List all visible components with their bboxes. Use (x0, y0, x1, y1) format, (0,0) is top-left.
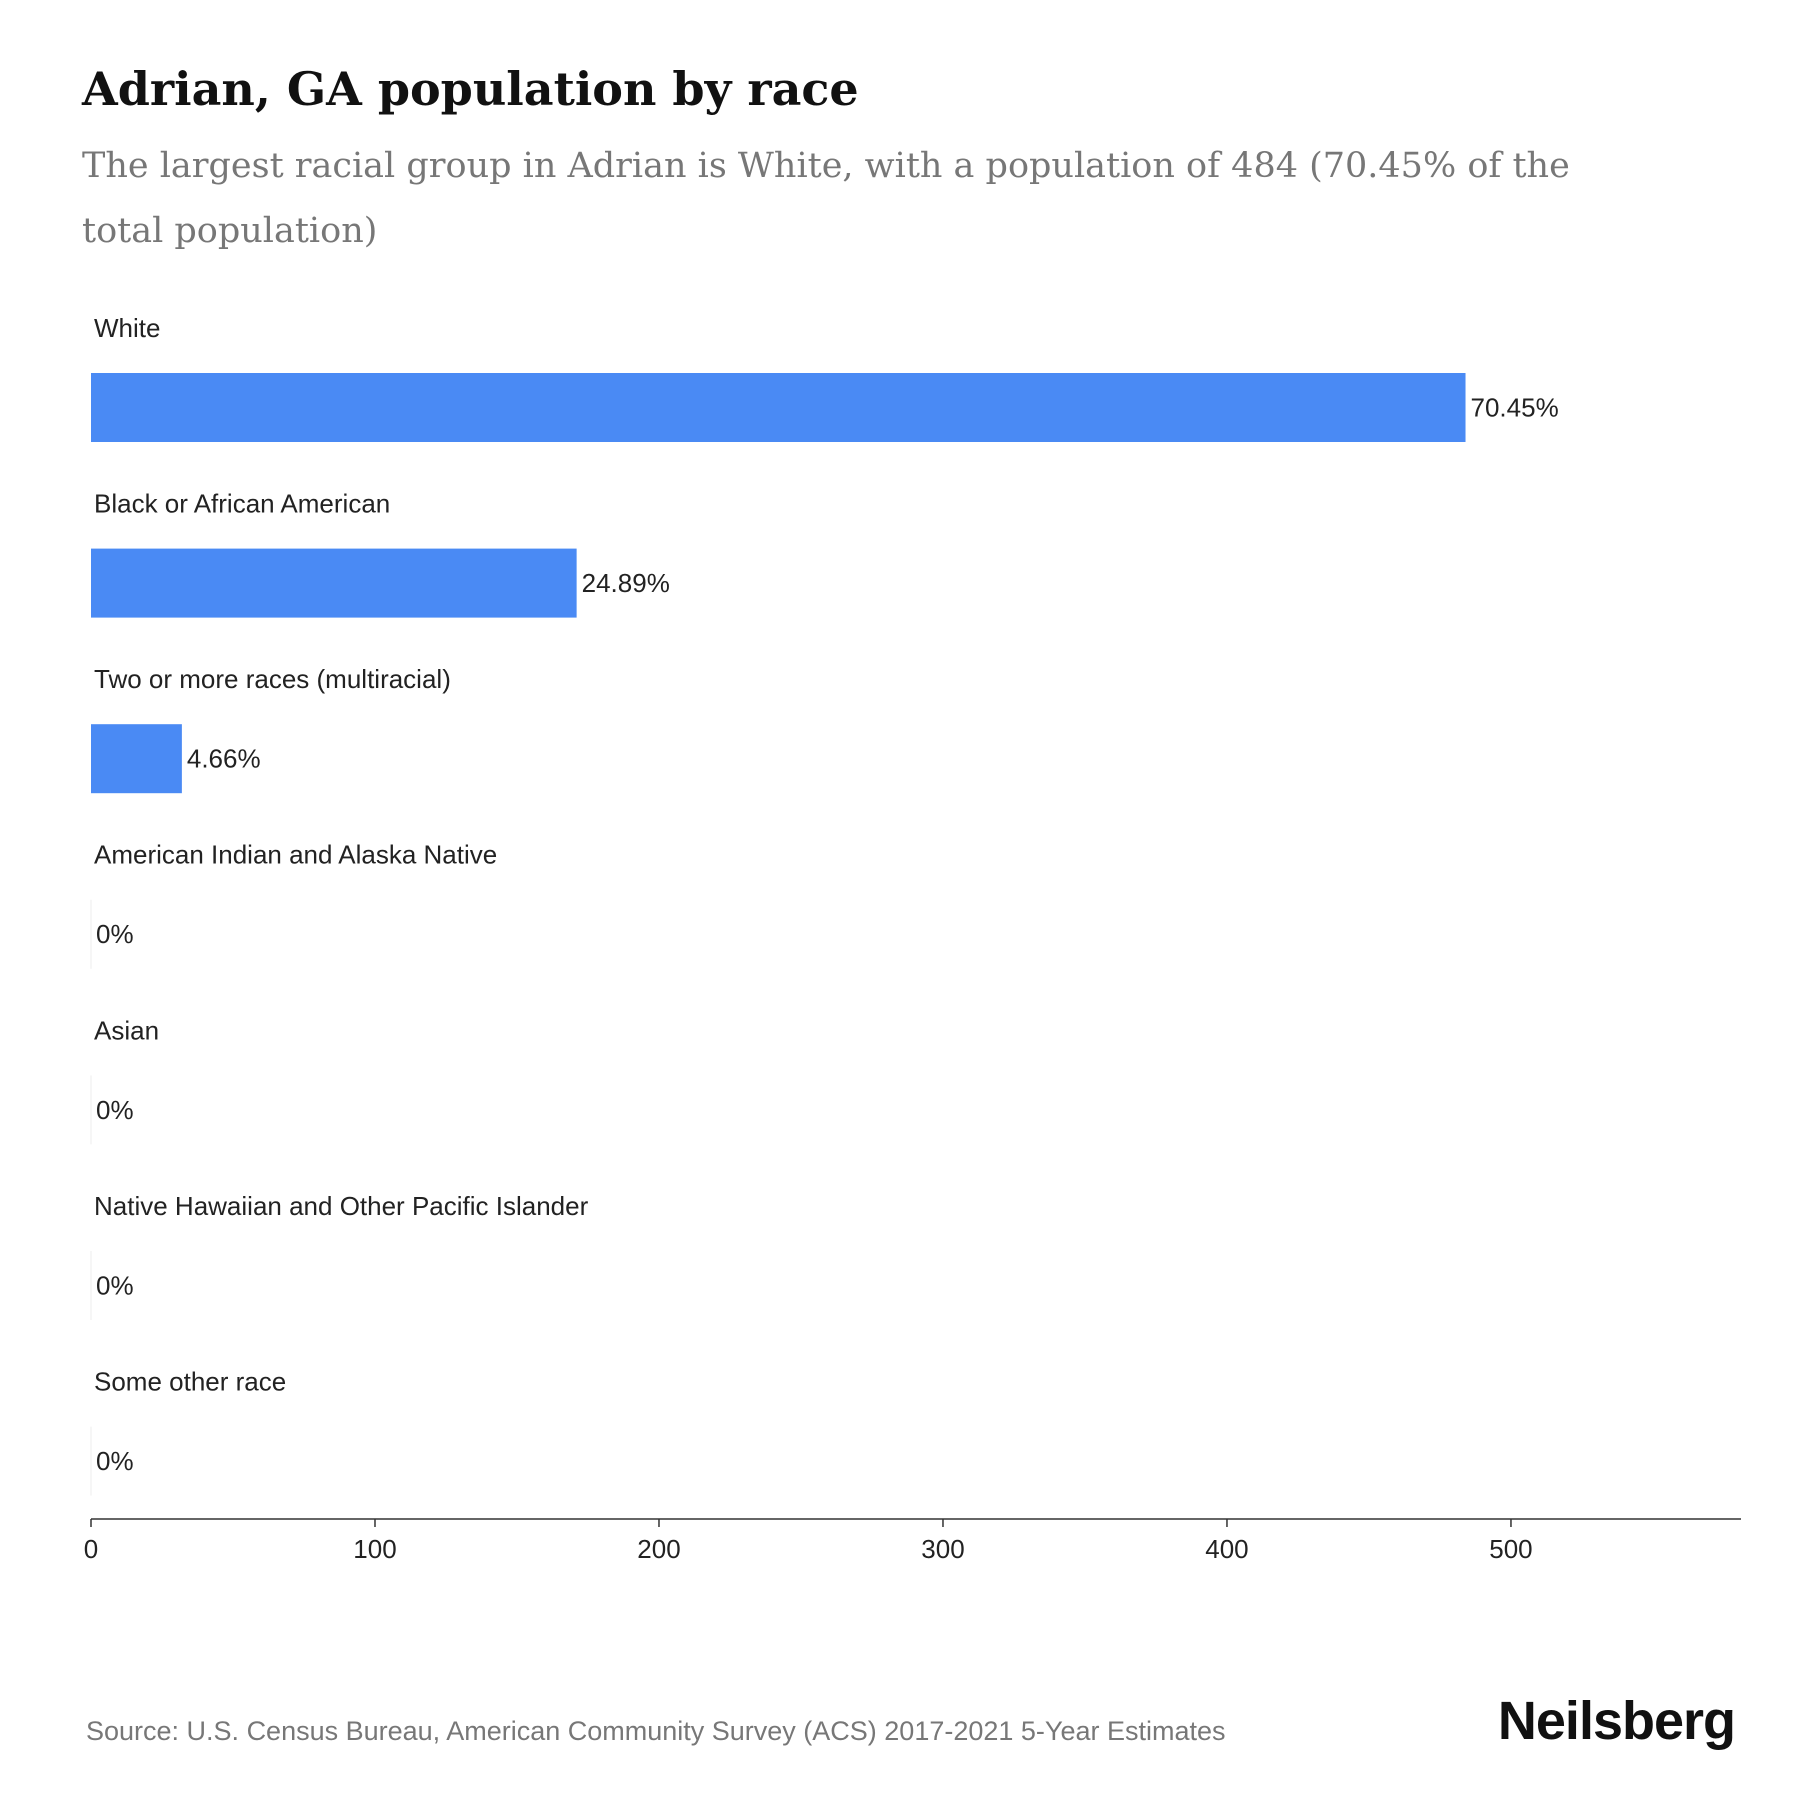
chart-subtitle: The largest racial group in Adrian is Wh… (82, 146, 1570, 251)
x-tick-label: 100 (353, 1534, 396, 1564)
x-tick-label: 0 (84, 1534, 98, 1564)
value-label: 4.66% (187, 744, 261, 774)
category-label: Some other race (94, 1366, 286, 1396)
x-tick-label: 200 (637, 1534, 680, 1564)
source: Source: U.S. Census Bureau, American Com… (86, 1716, 1226, 1746)
category-label: Black or African American (94, 488, 390, 518)
chart-title: Adrian, GA population by race (82, 62, 859, 116)
x-tick-label: 400 (1205, 1534, 1248, 1564)
category-label: Native Hawaiian and Other Pacific Island… (94, 1191, 589, 1221)
chart: 0 100 200 300 400 500 White 70.45% Black or Afri… (84, 313, 1741, 1564)
category-label: American Indian and Alaska Native (94, 840, 497, 870)
value-label: 0% (96, 1446, 134, 1476)
category-label: White (94, 313, 160, 343)
category-label: Two or more races (multiracial) (94, 664, 451, 694)
x-tick-label: 500 (1489, 1534, 1532, 1564)
bar (91, 548, 577, 618)
x-tick-label: 300 (921, 1534, 964, 1564)
value-label: 0% (96, 919, 134, 949)
brand-logo: Neilsberg (1497, 1691, 1736, 1751)
value-label: 70.45% (1471, 392, 1559, 422)
category-label: Asian (94, 1015, 159, 1045)
value-label: 0% (96, 1270, 134, 1300)
bar (91, 724, 182, 794)
value-label: 0% (96, 1095, 134, 1125)
bar (91, 373, 1466, 442)
value-label: 24.89% (582, 568, 670, 598)
